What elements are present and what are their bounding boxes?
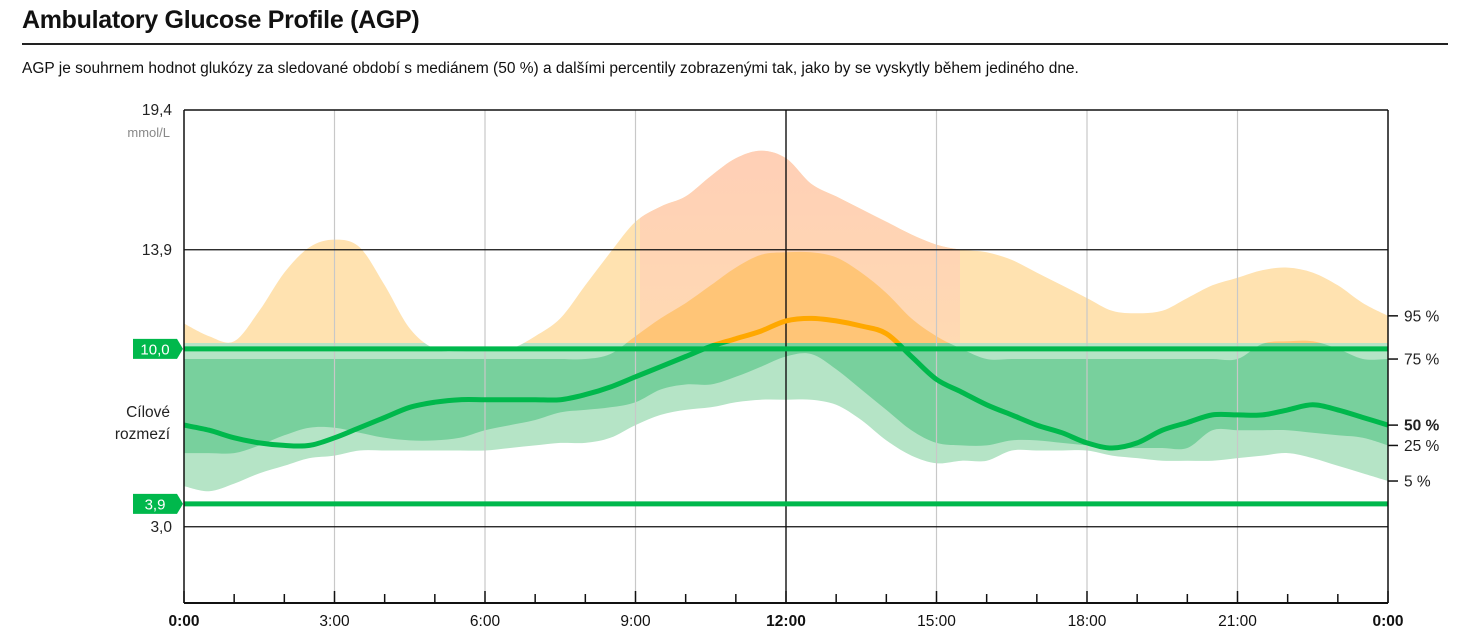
x-tick-label: 3:00 <box>319 613 350 630</box>
x-tick-label: 0:00 <box>168 613 199 630</box>
x-tick-label: 15:00 <box>917 613 956 630</box>
x-tick-label: 9:00 <box>620 613 651 630</box>
median-line-above-range <box>712 315 902 343</box>
axis-labels: 0:00 3:00 6:00 9:00 12:00 15:00 18:00 21:00 0:00… <box>115 102 1440 630</box>
median-line-in-range <box>184 343 1388 451</box>
percentile-label: 5 % <box>1404 474 1431 491</box>
grid-lines <box>184 110 1388 603</box>
percentile-label: 95 % <box>1404 308 1440 325</box>
y-unit-label: mmol/L <box>127 125 170 140</box>
percentile-label: 75 % <box>1404 352 1440 369</box>
median-line <box>184 315 1388 451</box>
target-value-tag <box>133 493 183 514</box>
target-value-tag <box>133 338 183 359</box>
title-divider <box>22 43 1448 45</box>
target-range-lines <box>184 346 1388 507</box>
axes <box>183 109 1389 604</box>
target-value-label: 10,0 <box>140 341 169 358</box>
y-tick-label: 3,0 <box>150 519 172 536</box>
x-tick-label: 21:00 <box>1218 613 1257 630</box>
percentile-label: 25 % <box>1404 438 1440 455</box>
y-tick-label: 13,9 <box>142 242 172 259</box>
target-range-label: Cílové <box>126 404 170 421</box>
page-title: Ambulatory Glucose Profile (AGP) <box>22 6 420 34</box>
percentile-label: 50 % <box>1404 418 1440 435</box>
target-range-label: rozmezí <box>115 426 171 443</box>
x-tick-label: 18:00 <box>1068 613 1107 630</box>
chart-description: AGP je souhrnem hodnot glukózy za sledov… <box>22 60 1079 77</box>
x-tick-label: 6:00 <box>470 613 501 630</box>
y-tick-label: 19,4 <box>142 102 173 119</box>
x-tick-label: 12:00 <box>766 613 806 630</box>
x-tick-label: 0:00 <box>1372 613 1403 630</box>
target-value-label: 3,9 <box>145 496 166 513</box>
